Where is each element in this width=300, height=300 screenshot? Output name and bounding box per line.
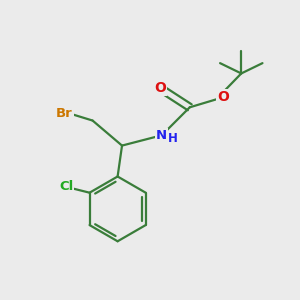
Text: Br: Br <box>56 107 73 120</box>
Text: N: N <box>156 129 167 142</box>
Text: O: O <box>154 81 166 95</box>
Text: O: O <box>217 90 229 104</box>
Text: H: H <box>168 132 178 145</box>
Text: Cl: Cl <box>59 180 73 193</box>
